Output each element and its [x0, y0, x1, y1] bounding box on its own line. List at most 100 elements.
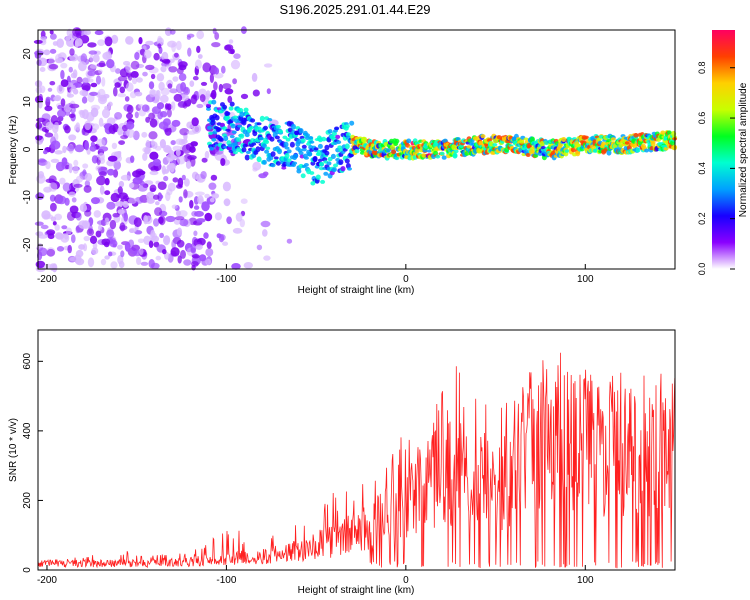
- heatmap-cell: [92, 54, 100, 63]
- heatmap-cell: [209, 73, 214, 83]
- heatmap-cell: [196, 30, 205, 40]
- heatmap-cell: [89, 235, 98, 244]
- heatmap-cell: [256, 244, 263, 251]
- heatmap-cell: [145, 40, 154, 46]
- heatmap-cell: [38, 247, 48, 257]
- heatmap-cell: [81, 96, 88, 104]
- heatmap-cell: [162, 249, 167, 255]
- heatmap-cell: [564, 149, 570, 153]
- heatmap-cell: [218, 83, 223, 93]
- heatmap-cell: [331, 167, 337, 173]
- heatmap-cell: [91, 247, 99, 255]
- heatmap-cell: [87, 257, 95, 268]
- heatmap-cell: [79, 110, 86, 119]
- heatmap-cell: [68, 134, 77, 141]
- heatmap-cell: [229, 101, 235, 107]
- heatmap-cell: [212, 27, 217, 35]
- heatmap-cell: [89, 91, 98, 96]
- heatmap-cell: [391, 149, 397, 155]
- heatmap-cell: [205, 258, 212, 266]
- heatmap-cell: [344, 143, 350, 150]
- heatmap-cell: [149, 170, 159, 176]
- heatmap-cell: [406, 138, 412, 144]
- heatmap-cell: [261, 159, 267, 165]
- heatmap-cell: [187, 155, 197, 160]
- heatmap-cell: [54, 150, 63, 155]
- heatmap-cell: [184, 178, 190, 187]
- heatmap-cell: [179, 218, 189, 227]
- heatmap-cell: [134, 111, 139, 119]
- heatmap-cell: [108, 251, 113, 257]
- heatmap-cell: [252, 89, 260, 97]
- heatmap-cell: [62, 145, 67, 154]
- heatmap-cell: [72, 88, 79, 95]
- heatmap-cell: [81, 82, 91, 92]
- heatmap-cell: [101, 77, 106, 87]
- heatmap-cell: [56, 195, 67, 205]
- heatmap-cell: [74, 144, 85, 153]
- heatmap-cell: [49, 81, 56, 86]
- heatmap-cell: [241, 147, 247, 153]
- heatmap-cell: [114, 82, 121, 88]
- heatmap-cell: [84, 140, 90, 151]
- heatmap-cell: [163, 59, 171, 65]
- heatmap-cell: [178, 73, 187, 82]
- heatmap-cell: [160, 87, 170, 96]
- heatmap-cell: [171, 204, 178, 210]
- heatmap-cell: [196, 103, 204, 109]
- heatmap-cell: [300, 173, 306, 179]
- heatmap-cell: [101, 108, 111, 119]
- heatmap-cell: [149, 88, 156, 98]
- heatmap-cell: [309, 171, 315, 175]
- heatmap-cell: [525, 153, 531, 157]
- heatmap-cell: [186, 121, 194, 129]
- heatmap-cell: [207, 125, 212, 130]
- heatmap-cell: [244, 154, 250, 161]
- heatmap-cell: [166, 153, 174, 162]
- spectrogram-y-ticks: -20 -10 0 10 20: [22, 48, 43, 252]
- heatmap-cell: [34, 221, 44, 226]
- heatmap-cell: [126, 104, 134, 114]
- heatmap-cell: [157, 111, 164, 120]
- heatmap-cell: [90, 82, 98, 88]
- heatmap-cell: [145, 64, 155, 70]
- colorbar-label: Normalized spectral amplitude: [738, 82, 749, 217]
- snr-x-axis-label: Height of straight line (km): [298, 585, 415, 596]
- heatmap-cell: [68, 113, 76, 119]
- heatmap-cell: [107, 168, 115, 176]
- heatmap-cell: [144, 215, 153, 225]
- heatmap-cell: [73, 183, 83, 188]
- heatmap-cell: [64, 125, 71, 134]
- heatmap-cell: [190, 247, 196, 254]
- heatmap-cell: [128, 239, 135, 248]
- heatmap-cell: [193, 230, 198, 237]
- heatmap-cell: [115, 68, 121, 74]
- heatmap-cell: [128, 227, 137, 233]
- heatmap-cell: [330, 153, 336, 159]
- heatmap-cell: [84, 209, 92, 217]
- heatmap-cell: [183, 259, 192, 266]
- heatmap-cell: [66, 93, 74, 98]
- heatmap-cell: [98, 146, 109, 152]
- heatmap-cell: [492, 143, 498, 147]
- heatmap-cell: [169, 163, 175, 173]
- heatmap-cell: [152, 158, 161, 167]
- heatmap-cell: [96, 62, 107, 68]
- heatmap-cell: [43, 49, 51, 56]
- heatmap-cell: [340, 166, 346, 172]
- heatmap-cell: [103, 94, 110, 99]
- heatmap-cell: [119, 222, 126, 232]
- heatmap-cell: [220, 122, 225, 128]
- heatmap-cell: [38, 93, 43, 103]
- heatmap-cell: [128, 182, 135, 189]
- heatmap-cell: [140, 261, 149, 266]
- heatmap-cell: [660, 130, 666, 135]
- heatmap-cell: [466, 145, 472, 149]
- colorbar-tick-label: 0.0: [697, 263, 707, 276]
- heatmap-cell: [69, 48, 75, 56]
- heatmap-cell: [131, 77, 138, 85]
- heatmap-cell: [211, 42, 221, 48]
- heatmap-cell: [650, 142, 656, 147]
- heatmap-cell: [146, 197, 155, 204]
- heatmap-cell: [275, 161, 281, 166]
